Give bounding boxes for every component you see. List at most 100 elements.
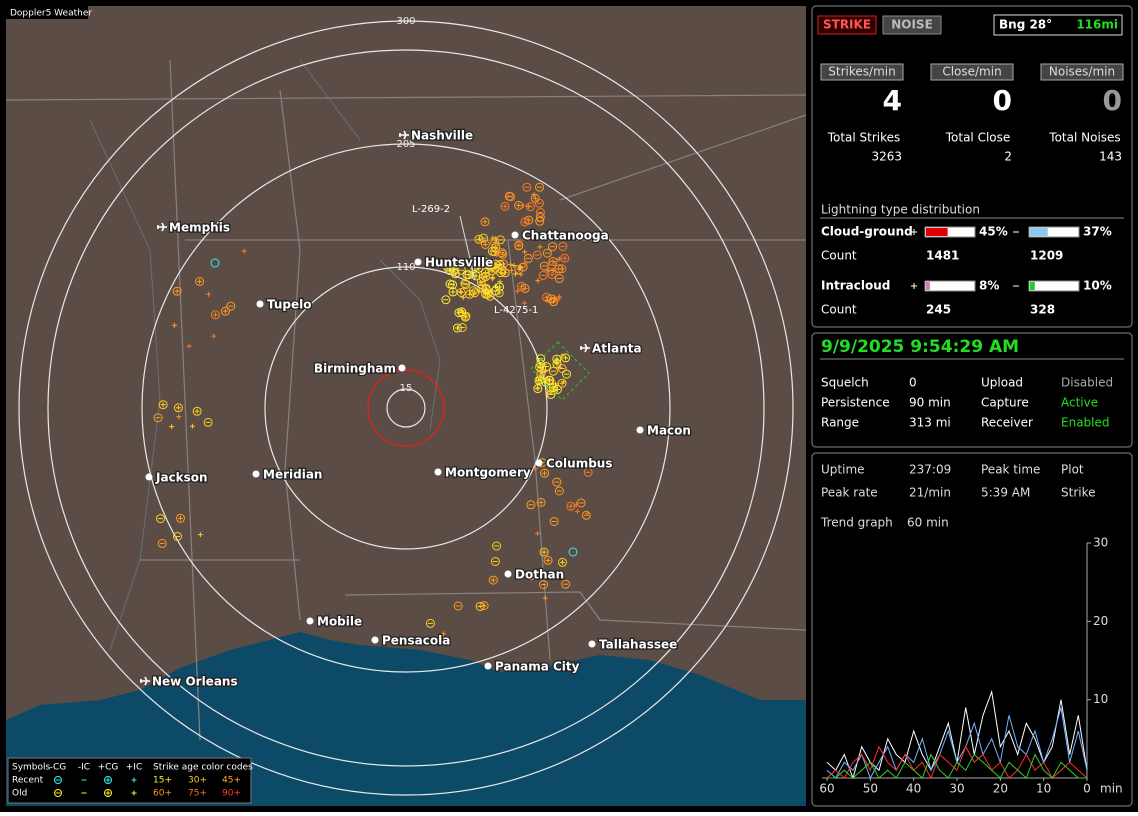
strike-symbol bbox=[487, 246, 497, 256]
rate-value: 0 bbox=[1103, 84, 1122, 117]
strike-ring bbox=[483, 289, 492, 299]
strike-ring bbox=[464, 270, 474, 280]
strike-symbol bbox=[461, 311, 471, 321]
city-dot bbox=[414, 258, 422, 266]
percent-bar bbox=[1030, 282, 1035, 290]
strike-symbol bbox=[517, 265, 523, 271]
strike-symbol bbox=[474, 263, 484, 273]
panel-content: Strikes/min 4 Total Strikes 3263 Close/min 0 T… bbox=[819, 63, 1124, 796]
strike-symbol bbox=[523, 253, 533, 263]
strike-symbol bbox=[490, 263, 500, 273]
strike-ring bbox=[554, 274, 564, 283]
airport-icon bbox=[157, 222, 167, 232]
legend-age: 30+ bbox=[188, 776, 207, 786]
strike-symbol bbox=[556, 256, 562, 262]
strike-ring bbox=[479, 233, 488, 243]
legend-age: 45+ bbox=[222, 776, 241, 786]
strike-ring bbox=[226, 301, 236, 311]
rate-header bbox=[1040, 63, 1124, 81]
strike-ring bbox=[173, 532, 182, 541]
strike-ring bbox=[538, 270, 548, 280]
strike-symbol bbox=[500, 201, 510, 211]
strike-symbol bbox=[490, 238, 500, 247]
ring bbox=[141, 143, 671, 673]
stat-text: Uptime bbox=[821, 463, 865, 477]
strike-ring bbox=[549, 385, 558, 395]
strike-symbol bbox=[539, 547, 549, 557]
stat-text: Peak rate bbox=[821, 486, 878, 500]
strike-symbol bbox=[549, 517, 559, 526]
status-text: Capture bbox=[981, 396, 1029, 410]
strike-symbol bbox=[441, 295, 451, 305]
strike-symbol bbox=[542, 248, 552, 258]
strike-symbol bbox=[541, 362, 547, 368]
strike-ring bbox=[479, 601, 489, 611]
city-dot bbox=[398, 364, 406, 372]
stat-text: 237:09 bbox=[909, 463, 951, 477]
ring-label: 15 bbox=[400, 383, 413, 394]
strike-symbol bbox=[547, 260, 557, 270]
strike-symbol bbox=[548, 366, 558, 376]
city-label: Meridian bbox=[263, 468, 322, 482]
strike-ring bbox=[562, 369, 571, 379]
strike-symbol bbox=[515, 288, 521, 294]
strike-ring bbox=[494, 288, 504, 298]
strike-symbol bbox=[454, 308, 464, 318]
strike-symbol bbox=[535, 216, 545, 226]
type-label: Intracloud bbox=[821, 279, 890, 293]
panel-box bbox=[811, 332, 1133, 448]
total-value: 143 bbox=[1099, 150, 1122, 164]
strike-ring bbox=[453, 601, 463, 611]
total-label: Total Close bbox=[945, 131, 1011, 145]
x-tick-label: 40 bbox=[906, 782, 921, 796]
strike-button[interactable] bbox=[817, 15, 877, 35]
strike-ring bbox=[539, 261, 549, 271]
city-label: Nashville bbox=[411, 129, 473, 143]
strike-symbol bbox=[535, 182, 544, 192]
strike-ring bbox=[561, 579, 571, 589]
ring-label: 300 bbox=[396, 16, 415, 27]
strike-ring bbox=[552, 354, 562, 364]
strike-symbol bbox=[560, 253, 570, 263]
city-label: Mobile bbox=[317, 615, 362, 629]
x-unit: min bbox=[1100, 782, 1123, 796]
count-value: 1481 bbox=[926, 249, 959, 263]
strike-symbol bbox=[539, 580, 548, 589]
city-label: Tallahassee bbox=[599, 638, 677, 652]
strike-ring bbox=[526, 571, 536, 581]
strike-symbol bbox=[211, 333, 217, 339]
strike-symbol bbox=[496, 268, 506, 278]
city-label: Dothan bbox=[515, 568, 564, 582]
strike-ring bbox=[490, 286, 500, 296]
strike-symbol bbox=[206, 291, 211, 297]
title-box bbox=[6, 6, 88, 19]
strike-ring bbox=[536, 497, 546, 507]
strike-ring bbox=[156, 514, 165, 524]
strike-ring bbox=[552, 477, 562, 487]
strike-ring bbox=[554, 264, 564, 274]
storm-label: L-269-2 bbox=[412, 204, 450, 215]
strike-ring bbox=[481, 285, 491, 294]
noise-button[interactable] bbox=[882, 15, 942, 35]
strike-symbol bbox=[522, 182, 532, 192]
strike-button-label[interactable]: STRIKE bbox=[823, 18, 871, 32]
strike-ring bbox=[490, 557, 500, 566]
strike-symbol bbox=[470, 288, 480, 298]
count-value: 1209 bbox=[1030, 249, 1063, 263]
strike-ring bbox=[203, 417, 213, 427]
strike-symbol bbox=[553, 297, 559, 303]
strike-ring bbox=[549, 517, 559, 526]
strike-symbol bbox=[532, 250, 542, 260]
ring-label: 110 bbox=[396, 262, 415, 273]
stat-text: Strike bbox=[1061, 486, 1096, 500]
strike-symbol bbox=[566, 501, 576, 511]
noise-button-label[interactable]: NOISE bbox=[891, 18, 933, 32]
strike-symbol bbox=[514, 241, 524, 251]
type-label: Cloud-ground bbox=[821, 225, 913, 239]
strike-symbol bbox=[453, 601, 463, 611]
status-text: Enabled bbox=[1061, 416, 1110, 430]
strike-ring bbox=[490, 238, 500, 247]
strike-ring bbox=[536, 369, 546, 379]
strike-ring bbox=[540, 377, 550, 387]
